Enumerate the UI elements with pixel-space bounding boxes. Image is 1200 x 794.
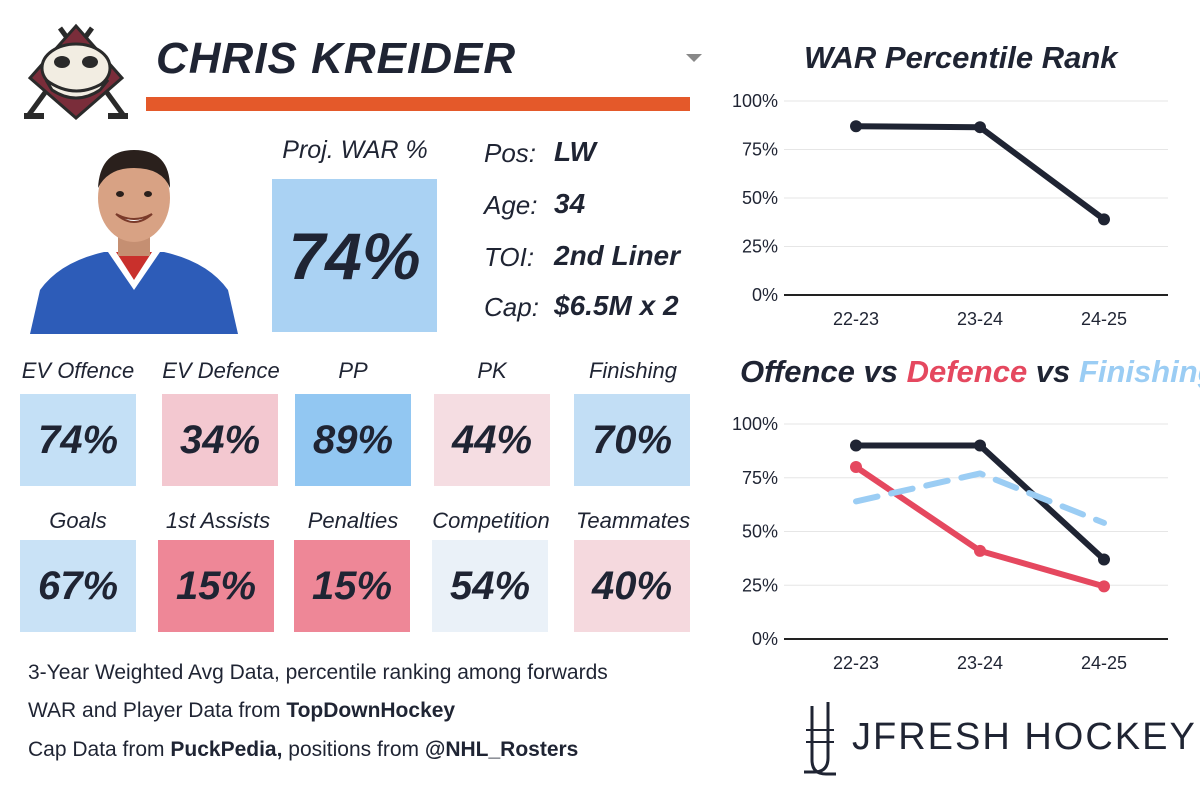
title-vs: vs [1027,354,1079,389]
source-link-puckpedia: PuckPedia, [170,738,283,761]
team-logo-icon [24,23,128,120]
y-tick-label: 25% [742,237,778,257]
y-tick-label: 100% [732,414,778,434]
data-point [850,461,862,473]
stat-tile-teammates: 40% [574,540,690,632]
title-offence: Offence [740,354,855,389]
title-vs: vs [854,354,907,389]
age-value: 34 [554,188,586,219]
y-tick-label: 0% [752,285,778,305]
data-point [850,120,862,133]
y-tick-label: 50% [742,188,778,208]
stat-tile-finishing: 70% [574,394,690,486]
hockey-stick-j-icon [804,702,836,776]
stat-tile-1st-assists: 15% [158,540,274,632]
chevron-down-icon[interactable] [686,54,702,62]
note-data-method: 3-Year Weighted Avg Data, percentile ran… [28,661,608,684]
x-tick-label: 22-23 [833,653,879,673]
age-label: Age: [484,190,538,220]
stat-label: EV Offence [21,358,135,383]
data-point [974,439,986,452]
stat-tile-penalties: 15% [294,540,410,632]
stat-tile-ev-offence: 74% [20,394,136,486]
y-tick-label: 0% [752,629,778,649]
brand-name: JFRESH HOCKEY [852,716,1197,758]
note-war-source: WAR and Player Data from TopDownHockey [28,699,455,723]
stat-label: Penalties [307,508,399,533]
source-link-nhl-rosters: @NHL_Rosters [424,738,579,761]
pos-value: LW [554,136,596,167]
x-tick-label: 23-24 [957,653,1003,673]
x-tick-label: 22-23 [833,309,879,329]
data-point [1098,580,1110,593]
chart2-title: Offence vs Defence vs Finishing [740,354,1200,390]
toi-value: 2nd Liner [554,240,681,271]
pos-label: Pos: [484,138,537,168]
note-text: positions from [282,738,425,761]
stat-tile-goals: 67% [20,540,136,632]
cap-label: Cap: [484,292,539,322]
data-point [974,121,986,134]
data-point [850,439,862,452]
player-photo [30,150,238,334]
stat-label: 1st Assists [165,508,271,533]
title-underline [146,97,690,111]
y-tick-label: 50% [742,522,778,542]
series-line-offence [853,442,1107,563]
proj-war-value: 74% [272,179,437,332]
note-cap-source: Cap Data from PuckPedia, positions from … [28,738,578,762]
proj-war-label: Proj. WAR % [282,136,428,164]
x-tick-label: 24-25 [1081,653,1127,673]
stat-label: Competition [432,508,550,533]
stat-label: PK [477,358,507,383]
stat-label: Finishing [588,358,678,383]
stat-tile-ev-defence: 34% [162,394,278,486]
data-point [1098,213,1110,226]
stat-label: Goals [49,508,107,533]
y-tick-label: 75% [742,140,778,160]
note-text: WAR and Player Data from [28,699,287,722]
stat-label: PP [338,358,368,383]
stat-tile-competition: 54% [432,540,548,632]
stat-tile-pk: 44% [434,394,550,486]
stat-label: EV Defence [162,358,280,383]
stat-label: Teammates [575,508,691,533]
chart1-title: WAR Percentile Rank [804,40,1118,75]
series-line-0 [853,123,1107,223]
player-name: CHRIS KREIDER [156,34,517,83]
data-point [1098,553,1110,566]
y-tick-label: 25% [742,575,778,595]
title-defence: Defence [906,354,1028,389]
stat-tile-pp: 89% [295,394,411,486]
cap-value: $6.5M x 2 [554,290,679,321]
source-link-topdownhockey: TopDownHockey [286,699,456,722]
x-tick-label: 24-25 [1081,309,1127,329]
y-tick-label: 100% [732,91,778,111]
toi-label: TOI: [484,242,535,272]
data-point [974,544,986,557]
offence-defence-finishing-chart: 0% 25% 50% 75% 100% 22-23 23-24 24-25 [732,414,1168,673]
title-finishing: Finishing [1078,354,1200,389]
y-tick-label: 75% [742,468,778,488]
series-line-finishing [853,470,1107,526]
war-percentile-chart: 0% 25% 50% 75% 100% 22-23 23-24 24-25 [732,91,1168,329]
x-tick-label: 23-24 [957,309,1003,329]
note-text: Cap Data from [28,738,171,761]
